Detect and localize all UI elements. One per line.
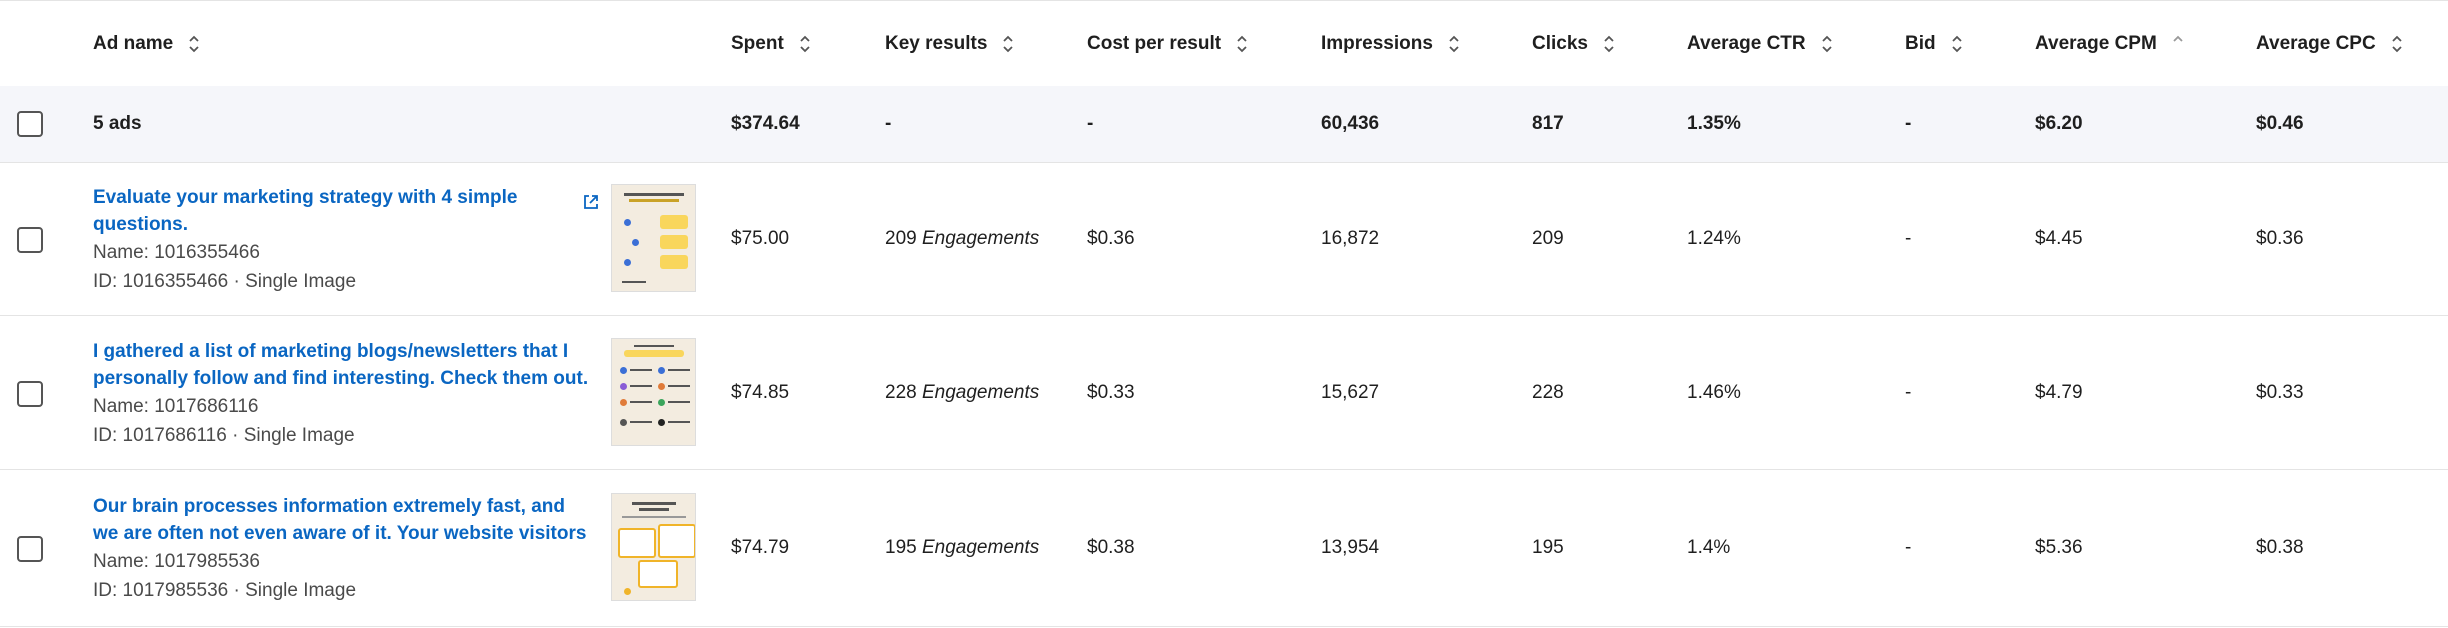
- table-row: Our brain processes information extremel…: [0, 470, 2448, 627]
- ad-average-ctr: 1.46%: [1687, 381, 1741, 403]
- ad-impressions: 13,954: [1321, 537, 1380, 558]
- ad-cost-per-result: $0.38: [1087, 537, 1135, 558]
- sort-icon[interactable]: [2390, 33, 2404, 55]
- ad-title-link[interactable]: I gathered a list of marketing blogs/new…: [93, 341, 589, 389]
- ad-thumbnail-image[interactable]: [611, 184, 696, 292]
- column-header-label: Spent: [731, 33, 784, 54]
- ad-cost-per-result: $0.33: [1087, 381, 1135, 403]
- column-header-impressions[interactable]: Impressions: [1321, 1, 1461, 87]
- column-header-average-cpc[interactable]: Average CPC: [2256, 1, 2404, 87]
- ad-average-ctr: 1.4%: [1687, 537, 1731, 558]
- ad-bid: -: [1905, 227, 1912, 249]
- ad-impressions: 15,627: [1321, 381, 1380, 403]
- row-checkbox[interactable]: [17, 536, 43, 562]
- sort-icon[interactable]: [2171, 33, 2185, 55]
- summary-average-cpc: $0.46: [2256, 113, 2304, 134]
- column-header-average-cpm[interactable]: Average CPM: [2035, 1, 2185, 87]
- summary-cost-per-result: -: [1087, 113, 1094, 134]
- table-header-row: Ad name Spent Key results Cost per resul…: [0, 0, 2448, 88]
- ad-thumbnail-image[interactable]: [611, 493, 696, 601]
- ad-id: ID: 1017686116 · Single Image: [93, 425, 355, 446]
- ad-title-link[interactable]: Our brain processes information extremel…: [93, 496, 587, 544]
- ad-bid: -: [1905, 537, 1912, 558]
- ad-name: Name: 1016355466: [93, 242, 260, 263]
- ad-average-cpc: $0.33: [2256, 381, 2304, 403]
- ad-impressions: 16,872: [1321, 227, 1380, 249]
- ad-bid: -: [1905, 381, 1912, 403]
- ad-id: ID: 1017985536 · Single Image: [93, 580, 357, 601]
- sort-icon[interactable]: [798, 33, 812, 55]
- external-link-icon[interactable]: [583, 194, 599, 210]
- table-row: I gathered a list of marketing blogs/new…: [0, 316, 2448, 470]
- ad-average-cpm: $5.36: [2035, 537, 2083, 558]
- results-count: 209: [885, 227, 917, 249]
- ad-cost-per-result: $0.36: [1087, 227, 1135, 249]
- ad-clicks: 195: [1532, 537, 1564, 558]
- sort-icon[interactable]: [1820, 33, 1834, 55]
- sort-icon[interactable]: [1447, 33, 1461, 55]
- ad-info: Evaluate your marketing strategy with 4 …: [93, 184, 593, 296]
- ad-name: Name: 1017985536: [93, 551, 260, 572]
- ad-average-cpc: $0.36: [2256, 227, 2304, 249]
- sort-icon[interactable]: [1001, 33, 1015, 55]
- summary-row: 5 ads $374.64 - - 60,436 817 1.35% - $6.…: [0, 86, 2448, 163]
- column-header-average-ctr[interactable]: Average CTR: [1687, 1, 1834, 87]
- column-header-bid[interactable]: Bid: [1905, 1, 1964, 87]
- ad-thumbnail-image[interactable]: [611, 338, 696, 446]
- results-count: 195: [885, 537, 917, 558]
- ad-average-ctr: 1.24%: [1687, 227, 1741, 249]
- summary-spent: $374.64: [731, 113, 800, 134]
- results-count: 228: [885, 381, 917, 403]
- column-header-label: Cost per result: [1087, 33, 1222, 54]
- summary-ads-count: 5 ads: [93, 113, 142, 134]
- ad-spent: $75.00: [731, 227, 790, 249]
- ad-average-cpm: $4.45: [2035, 227, 2083, 249]
- ad-average-cpm: $4.79: [2035, 381, 2083, 403]
- results-unit: Engagements: [921, 227, 1040, 249]
- ad-id: ID: 1016355466 · Single Image: [93, 271, 357, 292]
- column-header-label: Key results: [885, 33, 988, 54]
- summary-impressions: 60,436: [1321, 113, 1380, 134]
- ad-title-link[interactable]: Evaluate your marketing strategy with 4 …: [93, 187, 518, 235]
- summary-bid: -: [1905, 113, 1912, 134]
- column-header-label: Bid: [1905, 33, 1936, 54]
- results-unit: Engagements: [921, 381, 1040, 403]
- column-header-label: Clicks: [1532, 33, 1588, 54]
- column-header-clicks[interactable]: Clicks: [1532, 1, 1616, 87]
- summary-average-ctr: 1.35%: [1687, 113, 1741, 134]
- sort-icon[interactable]: [1950, 33, 1964, 55]
- summary-average-cpm: $6.20: [2035, 113, 2083, 134]
- ad-key-results: 209 Engagements: [885, 162, 1039, 315]
- row-checkbox[interactable]: [17, 381, 43, 407]
- column-header-label: Average CTR: [1687, 33, 1806, 54]
- column-header-label: Impressions: [1321, 33, 1433, 54]
- column-header-label: Average CPC: [2256, 33, 2376, 54]
- summary-clicks: 817: [1532, 113, 1564, 134]
- row-checkbox[interactable]: [17, 227, 43, 253]
- column-header-label: Average CPM: [2035, 33, 2157, 54]
- ad-clicks: 209: [1532, 227, 1564, 249]
- column-header-cost-per-result[interactable]: Cost per result: [1087, 1, 1249, 87]
- sort-icon[interactable]: [187, 33, 201, 55]
- select-all-checkbox[interactable]: [17, 111, 43, 137]
- ad-info: Our brain processes information extremel…: [93, 493, 593, 605]
- ad-key-results: 228 Engagements: [885, 316, 1039, 469]
- ad-spent: $74.85: [731, 381, 790, 403]
- ad-average-cpc: $0.38: [2256, 537, 2304, 558]
- column-header-ad-name[interactable]: Ad name: [93, 1, 201, 87]
- summary-key-results: -: [885, 113, 892, 134]
- ad-clicks: 228: [1532, 381, 1564, 403]
- results-unit: Engagements: [921, 537, 1040, 558]
- ad-name: Name: 1017686116: [93, 396, 259, 417]
- column-header-spent[interactable]: Spent: [731, 1, 812, 87]
- column-header-label: Ad name: [93, 33, 174, 54]
- ad-spent: $74.79: [731, 537, 790, 558]
- table-row: Evaluate your marketing strategy with 4 …: [0, 162, 2448, 316]
- sort-icon[interactable]: [1602, 33, 1616, 55]
- ad-key-results: 195 Engagements: [885, 470, 1039, 626]
- column-header-key-results[interactable]: Key results: [885, 1, 1015, 87]
- ad-info: I gathered a list of marketing blogs/new…: [93, 338, 593, 450]
- sort-icon[interactable]: [1235, 33, 1249, 55]
